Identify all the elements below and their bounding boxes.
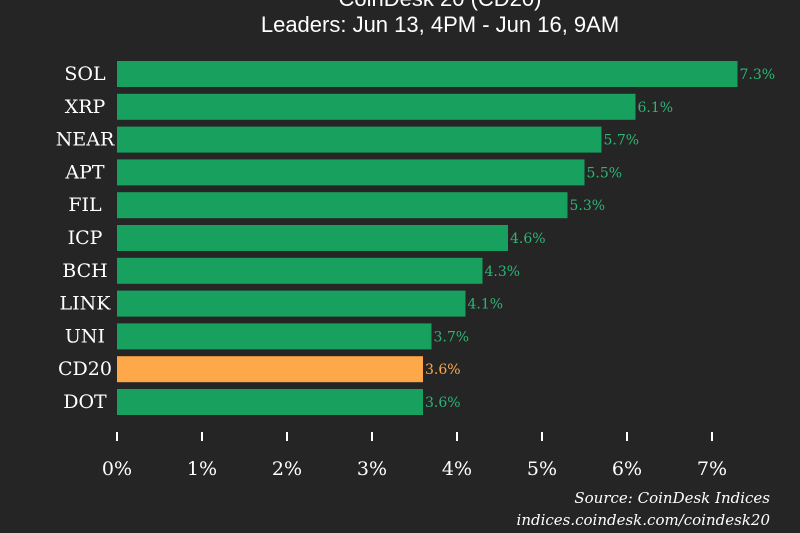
value-label-fil: 5.3% [570, 198, 606, 214]
x-tick-label-3: 3% [357, 458, 387, 480]
bar-link [117, 290, 466, 317]
category-label-cd20: CD20 [58, 358, 112, 380]
category-label-near: NEAR [56, 129, 115, 151]
bars-group: SOL 7.3% XRP 6.1% NEAR 5.7% APT 5.5% FIL 5.3% ICP 4… [56, 61, 775, 415]
bar-apt [117, 159, 585, 186]
x-tick-label-1: 1% [187, 458, 217, 480]
bar-fil [117, 192, 568, 219]
value-label-uni: 3.7% [434, 329, 470, 345]
category-label-uni: UNI [65, 325, 105, 347]
source-line: Source: CoinDesk Indices [574, 489, 770, 507]
bar-sol [117, 61, 738, 87]
category-label-fil: FIL [68, 194, 102, 216]
value-label-apt: 5.5% [587, 165, 623, 181]
category-label-icp: ICP [68, 227, 103, 249]
bar-icp [117, 225, 508, 251]
value-label-bch: 4.3% [485, 264, 521, 280]
x-tick-label-4: 4% [442, 458, 472, 480]
value-label-icp: 4.6% [510, 231, 546, 247]
x-tick-label-6: 6% [612, 458, 642, 480]
category-label-xrp: XRP [65, 96, 106, 118]
category-label-dot: DOT [63, 391, 107, 413]
value-label-cd20: 3.6% [425, 362, 461, 378]
value-label-xrp: 6.1% [638, 100, 674, 116]
bar-xrp [117, 93, 636, 120]
value-label-dot: 3.6% [425, 395, 461, 411]
x-axis: 0% 1% 2% 3% 4% 5% 6% 7% [102, 432, 727, 480]
value-label-link: 4.1% [468, 297, 504, 313]
bar-uni [117, 323, 432, 350]
bar-near [117, 126, 602, 153]
chart-subtitle: Leaders: Jun 13, 4PM - Jun 16, 9AM [261, 12, 619, 37]
value-label-sol: 7.3% [740, 67, 776, 83]
category-label-bch: BCH [62, 260, 107, 282]
bar-dot [117, 389, 423, 415]
x-tick-label-2: 2% [272, 458, 302, 480]
x-tick-label-7: 7% [697, 458, 727, 480]
bar-cd20 [117, 356, 423, 383]
value-label-near: 5.7% [604, 133, 640, 149]
category-label-link: LINK [60, 293, 112, 315]
bar-bch [117, 257, 483, 284]
chart-title: CoinDesk 20 (CD20) [339, 0, 542, 11]
x-tick-label-5: 5% [527, 458, 557, 480]
category-label-sol: SOL [64, 63, 106, 85]
x-tick-label-0: 0% [102, 458, 132, 480]
category-label-apt: APT [64, 161, 105, 183]
source-url: indices.coindesk.com/coindesk20 [517, 511, 771, 529]
